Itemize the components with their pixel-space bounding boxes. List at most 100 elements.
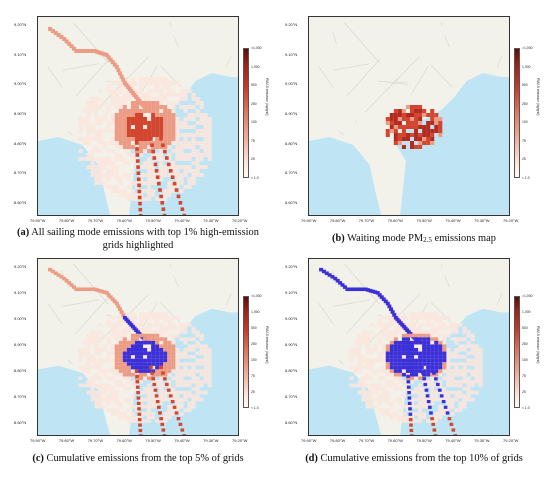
emission-cell (462, 355, 467, 359)
emission-cell (151, 333, 156, 338)
emission-cell (110, 358, 115, 363)
emission-cell (393, 351, 398, 356)
emission-cell (106, 173, 111, 177)
emission-cell (78, 137, 83, 141)
emission-cell (147, 101, 152, 105)
emission-cell (377, 337, 382, 341)
emission-cell (381, 397, 386, 402)
emission-cell (151, 137, 156, 141)
emission-cell (159, 177, 164, 181)
emission-cell (207, 369, 212, 373)
emission-cell (139, 165, 144, 169)
emission-cell (167, 113, 172, 117)
emission-cell (401, 365, 406, 370)
emission-cell (438, 351, 443, 356)
emission-cell (143, 387, 148, 391)
emission-cell (151, 129, 156, 133)
emission-cell (470, 362, 475, 366)
emission-cell (143, 125, 148, 129)
emission-cell (110, 141, 115, 145)
emission-cell (114, 365, 119, 370)
road-line (496, 293, 503, 306)
emission-cell (207, 383, 212, 388)
emission-cell (175, 333, 180, 338)
emission-cell (405, 404, 410, 409)
track-cell (149, 137, 153, 141)
colorbar-title: PM2.5 emission (kg/grid) (536, 78, 540, 116)
emission-cell (418, 323, 423, 327)
colorbar-tick-label: 250 (522, 101, 528, 106)
map-a (37, 16, 239, 216)
emission-cell (171, 149, 176, 153)
emission-cell (130, 372, 135, 377)
emission-cell (106, 387, 111, 391)
emission-cell (118, 337, 123, 341)
emission-cell (414, 109, 419, 113)
emission-cell (426, 133, 431, 137)
route-cell (92, 49, 97, 53)
emission-cell (454, 369, 459, 373)
emission-cell (147, 369, 152, 373)
emission-cell (94, 383, 99, 388)
emission-cell (179, 145, 184, 149)
road-line (67, 359, 73, 365)
emission-cell (199, 133, 204, 137)
colorbar-tick-label: 250 (251, 342, 257, 346)
emission-cell (187, 380, 192, 384)
emission-cell (106, 185, 111, 189)
lon-tick-label: 79.70°W (358, 438, 375, 443)
emission-cell (155, 362, 160, 366)
emission-cell (426, 358, 431, 363)
road-line (332, 31, 337, 44)
emission-cell (167, 141, 172, 145)
emission-cell (474, 351, 479, 356)
emission-cell (130, 404, 135, 409)
emission-cell (114, 412, 119, 416)
emission-cell (405, 408, 410, 413)
emission-cell (147, 401, 152, 405)
emission-cell (159, 369, 164, 373)
emission-cell (143, 113, 148, 117)
emission-cell (163, 340, 168, 345)
emission-cell (199, 153, 204, 157)
emission-cell (393, 113, 398, 117)
emission-cell (122, 193, 127, 197)
emission-cell (466, 333, 471, 338)
emission-cell (94, 113, 99, 117)
emission-cell (159, 169, 164, 173)
lon-tick-label: 79.80°W (329, 218, 346, 223)
emission-cell (207, 351, 212, 356)
emission-cell (134, 376, 139, 381)
emission-cell (191, 141, 196, 145)
emission-cell (401, 337, 406, 341)
emission-cell (389, 369, 394, 373)
emission-cell (183, 365, 188, 370)
emission-cell (151, 125, 156, 129)
emission-cell (410, 365, 415, 370)
emission-cell (118, 369, 123, 373)
route-cell (48, 27, 53, 31)
emission-cell (114, 117, 119, 121)
track-cell (136, 165, 140, 169)
lon-tick-label: 79.40°W (445, 218, 461, 223)
route-cell (365, 288, 371, 292)
emission-cell (179, 380, 184, 384)
emission-cell (474, 380, 479, 384)
emission-cell (418, 330, 423, 334)
emission-cell (426, 315, 431, 320)
emission-cell (134, 133, 139, 137)
track-cell (434, 377, 438, 381)
emission-cell (414, 330, 419, 334)
emission-cell (147, 197, 152, 201)
emission-cell (122, 372, 127, 377)
lon-tick-label: 79.50°W (416, 218, 432, 223)
emission-cell (147, 161, 152, 165)
emission-cell (434, 415, 439, 420)
road-line (430, 64, 452, 87)
track-cell (161, 207, 166, 211)
emission-cell (94, 365, 99, 370)
emission-cell (414, 387, 419, 391)
emission-cell (393, 340, 398, 345)
emission-cell (118, 89, 123, 93)
emission-cell (171, 355, 176, 359)
